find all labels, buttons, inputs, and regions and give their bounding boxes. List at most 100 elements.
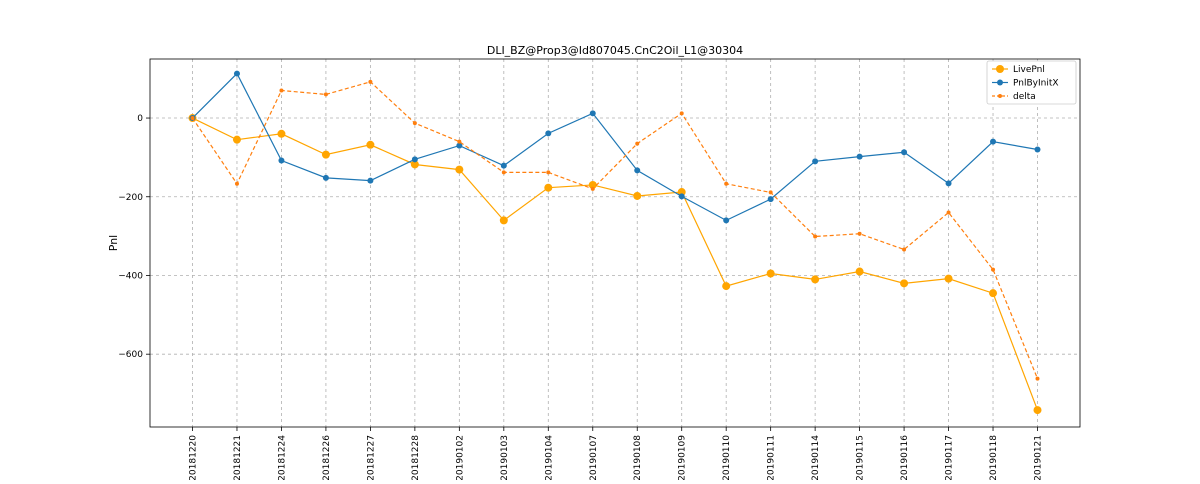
series-line-PnlByInitX <box>192 72 1038 222</box>
data-point-LivePnl <box>722 282 731 291</box>
data-point-PnlByInitX <box>634 167 641 174</box>
chart-title: DLI_BZ@Prop3@Id807045.CnC2Oil_L1@30304 <box>487 44 743 57</box>
series-delta <box>190 79 1040 381</box>
series-line-delta <box>192 81 1039 379</box>
data-point-LivePnl <box>1033 406 1042 415</box>
data-point-LivePnl <box>677 188 686 197</box>
data-point-LivePnl <box>455 165 464 174</box>
data-point-PnlByInitX <box>411 156 418 163</box>
data-point-LivePnl <box>766 269 775 278</box>
data-point-PnlByInitX <box>1034 146 1041 153</box>
legend-marker-PnlByInitX <box>997 79 1003 86</box>
plot-frame <box>149 58 1081 428</box>
x-tick-label: 20181227 <box>366 435 376 480</box>
legend-label-delta: delta <box>1013 92 1036 102</box>
data-point-delta <box>635 141 640 146</box>
data-point-delta <box>457 139 462 144</box>
data-point-delta <box>902 247 907 252</box>
x-tick-label: 20190109 <box>678 435 688 480</box>
data-point-delta <box>1035 376 1040 381</box>
data-point-LivePnl <box>588 180 597 189</box>
x-tick-label: 20181220 <box>189 435 199 480</box>
data-point-PnlByInitX <box>990 138 997 145</box>
x-tick-label: 20190104 <box>544 435 554 480</box>
y-tick-label: 0 <box>137 114 143 124</box>
data-point-PnlByInitX <box>767 196 774 203</box>
x-tick-label: 20190115 <box>856 435 866 480</box>
data-point-LivePnl <box>410 160 419 169</box>
data-point-delta <box>368 79 373 84</box>
axes: 20181220 20181221 20181224 20181226 20181227… <box>118 114 1044 481</box>
data-point-PnlByInitX <box>545 130 552 137</box>
y-tick-label: −400 <box>118 271 143 281</box>
data-point-delta <box>679 111 684 116</box>
data-point-LivePnl <box>544 183 553 192</box>
data-point-LivePnl <box>321 150 330 159</box>
data-point-PnlByInitX <box>322 174 329 181</box>
data-point-delta <box>590 186 595 191</box>
series-line-LivePnl <box>192 117 1039 411</box>
series-PnlByInitX <box>189 70 1041 224</box>
data-point-delta <box>279 88 284 93</box>
data-point-PnlByInitX <box>500 162 507 169</box>
data-point-PnlByInitX <box>723 217 730 224</box>
data-point-delta <box>813 234 818 239</box>
data-point-delta <box>946 210 951 215</box>
data-point-delta <box>323 92 328 97</box>
x-tick-label: 20181224 <box>277 435 287 480</box>
data-point-delta <box>724 181 729 186</box>
data-point-delta <box>857 231 862 236</box>
data-point-PnlByInitX <box>678 193 685 200</box>
legend: LivePnl PnlByInitX delta <box>986 60 1077 105</box>
data-point-LivePnl <box>855 267 864 276</box>
data-point-LivePnl <box>232 135 241 144</box>
x-tick-label: 20181228 <box>411 435 421 480</box>
data-point-LivePnl <box>944 274 953 283</box>
data-point-delta <box>501 170 506 175</box>
x-tick-label: 20190121 <box>1034 435 1044 480</box>
series-layer <box>188 70 1042 415</box>
data-point-PnlByInitX <box>856 153 863 160</box>
data-point-LivePnl <box>633 191 642 200</box>
data-point-delta <box>234 181 239 186</box>
x-tick-label: 20190117 <box>945 435 955 480</box>
data-point-LivePnl <box>499 216 508 225</box>
series-LivePnl <box>188 114 1042 415</box>
y-tick-label: −200 <box>118 193 143 203</box>
x-tick-label: 20181221 <box>233 435 243 480</box>
data-point-PnlByInitX <box>456 142 463 149</box>
data-point-PnlByInitX <box>367 177 374 184</box>
data-point-PnlByInitX <box>945 180 952 187</box>
x-tick-label: 20190102 <box>455 435 465 480</box>
data-point-delta <box>190 116 195 121</box>
legend-label-LivePnl: LivePnl <box>1013 65 1045 75</box>
data-point-delta <box>412 121 417 126</box>
data-point-PnlByInitX <box>812 158 819 165</box>
x-tick-label: 20190114 <box>811 435 821 480</box>
data-point-PnlByInitX <box>278 157 285 164</box>
y-tick-label: −600 <box>118 350 143 360</box>
x-tick-label: 20181226 <box>322 435 332 480</box>
legend-marker-delta <box>998 94 1002 98</box>
x-tick-label: 20190107 <box>589 435 599 480</box>
data-point-PnlByInitX <box>901 149 908 156</box>
legend-marker-LivePnl <box>996 65 1004 73</box>
x-tick-label: 20190103 <box>500 435 510 480</box>
legend-label-PnlByInitX: PnlByInitX <box>1013 79 1059 89</box>
data-point-delta <box>768 190 773 195</box>
data-point-PnlByInitX <box>589 110 596 117</box>
data-point-LivePnl <box>366 140 375 149</box>
data-point-LivePnl <box>900 279 909 288</box>
data-point-delta <box>991 267 996 272</box>
x-tick-label: 20190108 <box>633 435 643 480</box>
x-tick-label: 20190116 <box>900 435 910 480</box>
data-point-LivePnl <box>811 275 820 284</box>
x-tick-label: 20190111 <box>767 435 777 480</box>
data-point-LivePnl <box>277 129 286 138</box>
x-tick-label: 20190118 <box>989 435 999 480</box>
grid <box>150 59 1080 427</box>
data-point-delta <box>546 170 551 175</box>
x-tick-label: 20190110 <box>722 435 732 480</box>
